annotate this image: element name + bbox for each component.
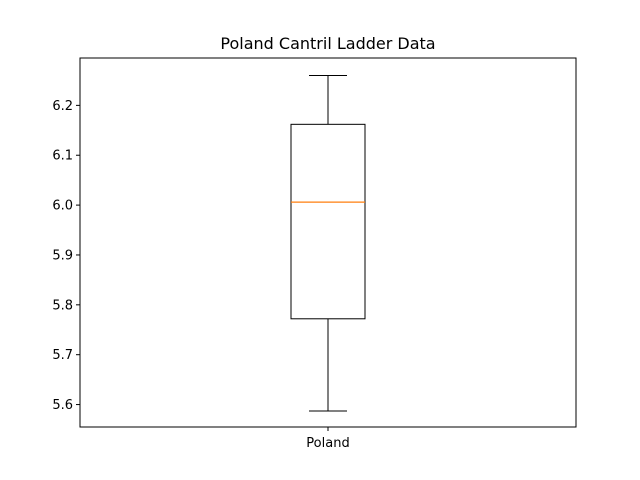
y-tick-label: 6.2: [52, 99, 73, 114]
y-tick-label: 6.0: [52, 199, 73, 214]
y-tick-label: 5.6: [52, 398, 73, 413]
box-series: [290, 74, 366, 412]
y-axis: 5.6 5.7 5.8 5.9 6.0 6.1 6.2: [52, 99, 80, 413]
y-tick-label: 6.1: [52, 149, 73, 164]
y-tick-label: 5.9: [52, 248, 73, 263]
x-tick-label: Poland: [306, 436, 349, 451]
y-tick-label: 5.7: [52, 348, 73, 363]
iqr-box: [290, 123, 366, 320]
x-axis: Poland: [306, 427, 350, 451]
chart-title: Poland Cantril Ladder Data: [220, 34, 435, 53]
y-tick-label: 5.8: [52, 298, 73, 313]
